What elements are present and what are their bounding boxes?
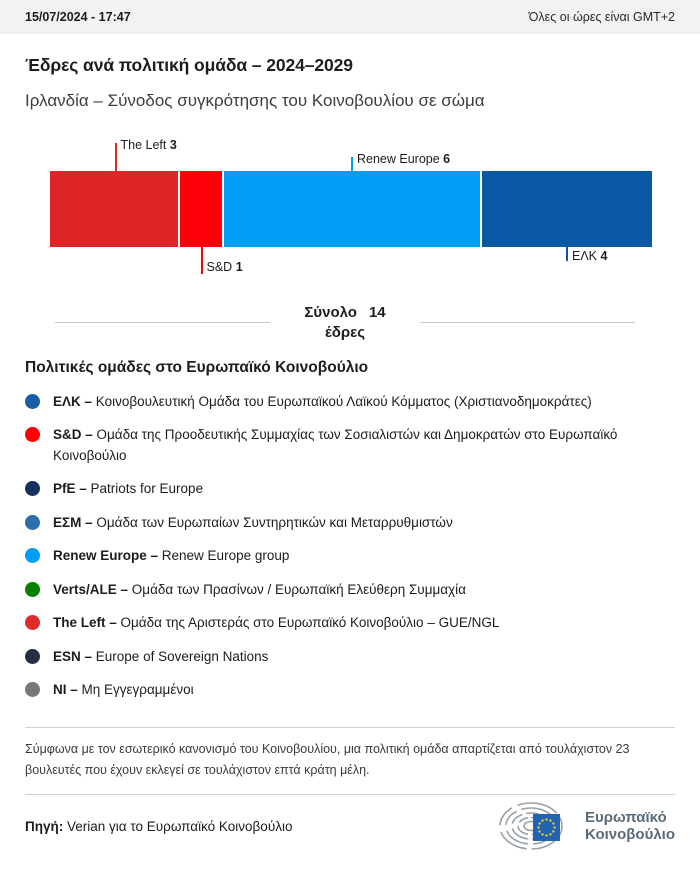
source-text: Πηγή: Verian για το Ευρωπαϊκό Κοινοβούλι…: [25, 819, 292, 834]
total-seats: Σύνολο 14 έδρες: [304, 303, 385, 344]
legend-item-the-left: The Left – Ομάδα της Αριστεράς στο Ευρωπ…: [25, 613, 675, 634]
bar-callout-tick-s-d: [200, 247, 203, 274]
source-label: Πηγή:: [25, 818, 64, 834]
eu-star: [541, 833, 544, 836]
total-unit: έδρες: [324, 324, 366, 342]
legend-item-ni: NI – Μη Εγγεγραμμένοι: [25, 680, 675, 701]
legend-item-renew-europe: Renew Europe – Renew Europe group: [25, 546, 675, 567]
eu-star: [541, 819, 544, 822]
bar-segment-s-d: [179, 171, 223, 247]
bar-callout-tick-renew-europe: [351, 157, 353, 171]
eu-star: [545, 818, 548, 821]
legend-item-ελκ: ΕΛΚ – Κοινοβουλευτική Ομάδα του Ευρωπαϊκ…: [25, 392, 675, 413]
legend-dot-esn: [25, 648, 40, 664]
total-seats-row: Σύνολο 14 έδρες: [25, 303, 675, 344]
legend-dot-s-d: [25, 427, 40, 443]
bar-callout-tick-ελκ: [566, 247, 568, 261]
top-bar: 15/07/2024 - 17:47 Όλες οι ώρες είναι GM…: [0, 0, 700, 34]
bar-callout-label-ελκ: ΕΛΚ 4: [572, 249, 608, 263]
total-value: 14: [368, 304, 386, 321]
legend-dot-renew-europe: [25, 548, 40, 564]
stacked-bar: [50, 171, 652, 247]
seats-stacked-bar-chart: The Left 3 S&D 1 Renew Europe 6 ΕΛΚ 4: [0, 133, 700, 283]
legend-item-esn: ESN – Europe of Sovereign Nations: [25, 647, 675, 668]
eu-flag-icon: [532, 814, 560, 842]
bar-callout-tick-the-left: [114, 143, 117, 171]
legend-label-ni: NI – Μη Εγγεγραμμένοι: [53, 682, 194, 698]
legend-item-verts-ale: Verts/ALE – Ομάδα των Πρασίνων / Ευρωπαϊ…: [25, 580, 675, 601]
bar-segment-renew-europe: [224, 171, 480, 247]
legend-dot-the-left: [25, 615, 40, 631]
divider-line: [55, 322, 271, 323]
legend-dot-ni: [25, 682, 40, 698]
legend-heading: Πολιτικές ομάδες στο Ευρωπαϊκό Κοινοβούλ…: [25, 358, 369, 376]
legend-label-s-d: S&D – Ομάδα της Προοδευτικής Συμμαχίας τ…: [53, 427, 618, 463]
logo-text: Ευρωπαϊκό Κοινοβούλιο: [585, 809, 675, 844]
total-label: Σύνολο: [304, 304, 357, 321]
eu-star: [549, 833, 552, 836]
bar-segment-ελκ: [481, 171, 652, 247]
eu-star: [553, 826, 556, 829]
timezone-note: Όλες οι ώρες είναι GMT+2: [528, 10, 675, 24]
divider-line: [419, 322, 635, 323]
legend-list: ΕΛΚ – Κοινοβουλευτική Ομάδα του Ευρωπαϊκ…: [25, 392, 675, 701]
legend-label-pfe: PfE – Patriots for Europe: [53, 481, 204, 497]
legend-dot-ελκ: [25, 393, 40, 409]
legend-item-pfe: PfE – Patriots for Europe: [25, 479, 675, 500]
eu-star: [538, 822, 541, 825]
eu-star: [537, 826, 540, 829]
legend-label-verts-ale: Verts/ALE – Ομάδα των Πρασίνων / Ευρωπαϊ…: [53, 581, 466, 597]
bar-callout-label-s-d: S&D 1: [206, 260, 243, 274]
legend-dot-εσμ: [25, 514, 40, 530]
eu-star: [552, 822, 555, 825]
legend-label-esn: ESN – Europe of Sovereign Nations: [53, 648, 269, 664]
eu-star: [552, 830, 555, 833]
page-subtitle: Ιρλανδία – Σύνοδος συγκρότησης του Κοινο…: [25, 91, 485, 110]
legend-label-renew-europe: Renew Europe – Renew Europe group: [53, 548, 290, 564]
source-value: Verian για το Ευρωπαϊκό Κοινοβούλιο: [67, 818, 293, 834]
legend-item-s-d: S&D – Ομάδα της Προοδευτικής Συμμαχίας τ…: [25, 425, 675, 466]
european-parliament-logo: Ευρωπαϊκό Κοινοβούλιο: [498, 799, 675, 853]
bar-callout-label-the-left: The Left 3: [120, 138, 177, 152]
legend-label-the-left: The Left – Ομάδα της Αριστεράς στο Ευρωπ…: [53, 615, 500, 631]
bar-segment-the-left: [50, 171, 178, 247]
source-row: Πηγή: Verian για το Ευρωπαϊκό Κοινοβούλι…: [25, 799, 675, 853]
legend-label-ελκ: ΕΛΚ – Κοινοβουλευτική Ομάδα του Ευρωπαϊκ…: [53, 393, 592, 409]
bar-callout-label-renew-europe: Renew Europe 6: [357, 152, 451, 166]
hemicycle-logo-icon: [499, 802, 563, 850]
logo-line1: Ευρωπαϊκό: [584, 808, 667, 826]
page-title: Έδρες ανά πολιτική ομάδα – 2024–2029: [25, 55, 353, 75]
logo-line2: Κοινοβούλιο: [584, 826, 675, 844]
legend-item-εσμ: ΕΣΜ – Ομάδα των Ευρωπαίων Συντηρητικών κ…: [25, 513, 675, 534]
eu-star: [538, 830, 541, 833]
datetime-text: 15/07/2024 - 17:47: [25, 10, 131, 24]
eu-star: [549, 819, 552, 822]
eu-star: [545, 834, 548, 837]
legend-label-εσμ: ΕΣΜ – Ομάδα των Ευρωπαίων Συντηρητικών κ…: [53, 514, 453, 530]
footnote: Σύμφωνα με τον εσωτερικό κανονισμό του Κ…: [25, 726, 675, 796]
legend-dot-pfe: [25, 481, 40, 497]
legend-dot-verts-ale: [25, 581, 40, 597]
